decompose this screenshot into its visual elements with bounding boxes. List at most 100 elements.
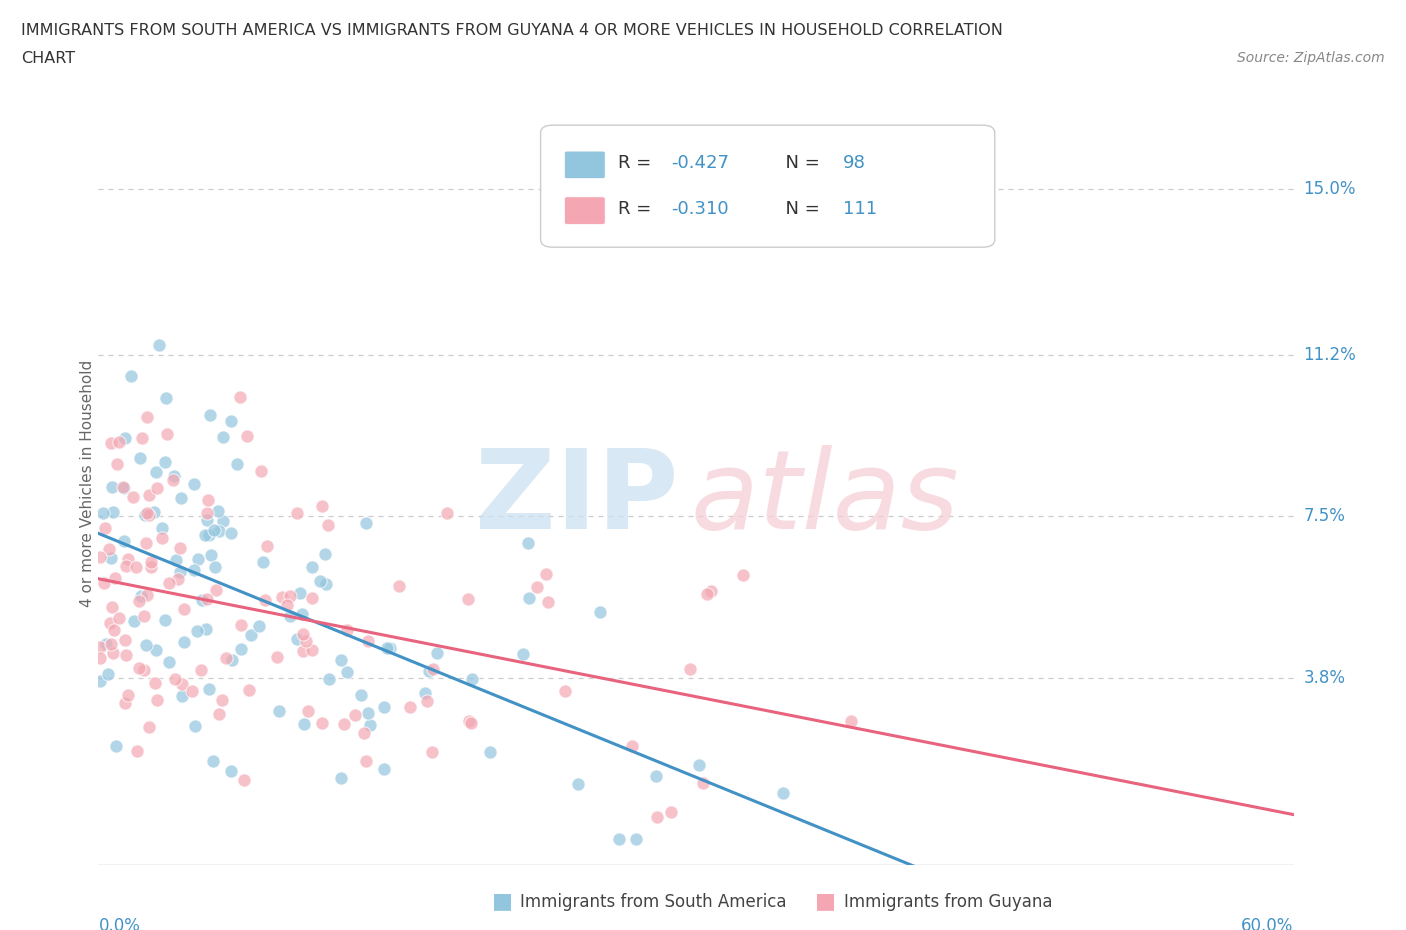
- Point: [94, 521, 117, 536]
- Point: [212, 430, 235, 445]
- Point: [517, 591, 540, 605]
- Text: N =: N =: [773, 200, 825, 218]
- Point: [359, 717, 381, 732]
- Point: [190, 663, 212, 678]
- Point: [373, 762, 395, 777]
- Text: Source: ZipAtlas.com: Source: ZipAtlas.com: [1237, 51, 1385, 65]
- Text: -0.310: -0.310: [671, 200, 728, 218]
- Point: [377, 641, 399, 656]
- Point: [98, 541, 121, 556]
- Point: [89, 639, 111, 654]
- Point: [357, 633, 380, 648]
- Point: [624, 831, 647, 846]
- Point: [198, 682, 221, 697]
- Point: [311, 499, 333, 514]
- Point: [436, 506, 458, 521]
- Text: 15.0%: 15.0%: [1303, 180, 1355, 198]
- Point: [238, 683, 260, 698]
- Point: [89, 650, 111, 665]
- Point: [226, 457, 249, 472]
- Point: [457, 591, 479, 606]
- Point: [388, 578, 411, 593]
- Point: [567, 777, 589, 791]
- Point: [239, 628, 262, 643]
- Point: [169, 565, 191, 579]
- Point: [354, 753, 377, 768]
- Point: [100, 551, 122, 565]
- Point: [135, 637, 157, 652]
- Point: [357, 706, 380, 721]
- Text: 0.0%: 0.0%: [98, 917, 141, 930]
- Point: [127, 744, 149, 759]
- Point: [696, 586, 718, 601]
- Point: [537, 594, 560, 609]
- Point: [249, 463, 271, 478]
- Point: [195, 506, 218, 521]
- Point: [219, 764, 242, 778]
- Point: [94, 636, 117, 651]
- Point: [112, 481, 135, 496]
- Point: [772, 785, 794, 800]
- Point: [278, 589, 301, 604]
- Point: [145, 693, 167, 708]
- Point: [229, 642, 252, 657]
- Point: [163, 671, 186, 686]
- Point: [104, 739, 127, 754]
- Point: [128, 660, 150, 675]
- Point: [195, 512, 218, 527]
- Point: [134, 508, 156, 523]
- Point: [267, 704, 290, 719]
- Point: [132, 608, 155, 623]
- Point: [288, 585, 311, 600]
- FancyBboxPatch shape: [565, 151, 605, 179]
- Point: [700, 584, 723, 599]
- Point: [418, 664, 440, 679]
- Point: [426, 645, 449, 660]
- Point: [330, 771, 353, 786]
- Point: [291, 644, 314, 658]
- Point: [207, 504, 229, 519]
- Point: [253, 592, 276, 607]
- Point: [335, 622, 357, 637]
- Point: [316, 518, 339, 533]
- Text: 60.0%: 60.0%: [1241, 917, 1294, 930]
- Point: [517, 536, 540, 551]
- Point: [354, 515, 377, 530]
- Point: [333, 717, 356, 732]
- Point: [460, 716, 482, 731]
- Point: [285, 631, 308, 646]
- Point: [461, 671, 484, 686]
- Point: [353, 725, 375, 740]
- Text: ■: ■: [815, 891, 837, 910]
- Point: [233, 773, 256, 788]
- Point: [621, 738, 644, 753]
- Point: [413, 685, 436, 700]
- Point: [135, 505, 157, 520]
- Point: [141, 559, 163, 574]
- Point: [101, 645, 124, 660]
- Point: [236, 429, 259, 444]
- Point: [166, 552, 188, 567]
- Point: [301, 559, 323, 574]
- Point: [195, 591, 218, 606]
- Point: [229, 618, 252, 632]
- Point: [285, 505, 308, 520]
- Point: [125, 559, 148, 574]
- Point: [536, 566, 558, 581]
- Point: [221, 653, 243, 668]
- Text: atlas: atlas: [690, 445, 959, 552]
- Point: [315, 577, 337, 591]
- Point: [329, 653, 352, 668]
- Point: [139, 555, 162, 570]
- Point: [197, 492, 219, 507]
- Point: [291, 626, 314, 641]
- Point: [157, 575, 180, 590]
- Point: [195, 621, 218, 636]
- Point: [247, 618, 270, 633]
- Text: R =: R =: [619, 200, 657, 218]
- Point: [373, 699, 395, 714]
- Point: [688, 757, 710, 772]
- Point: [420, 745, 443, 760]
- Point: [839, 713, 862, 728]
- Text: 98: 98: [844, 154, 866, 172]
